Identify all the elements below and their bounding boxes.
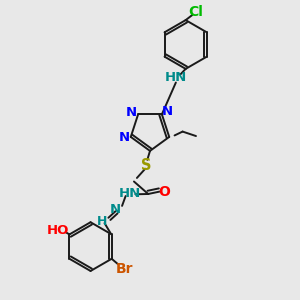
Text: HN: HN xyxy=(165,71,187,84)
Text: H: H xyxy=(97,215,108,228)
Text: HN: HN xyxy=(118,188,141,200)
Text: Br: Br xyxy=(116,262,133,276)
Text: Cl: Cl xyxy=(189,5,203,19)
Text: O: O xyxy=(158,184,170,199)
Text: S: S xyxy=(141,158,152,173)
Text: N: N xyxy=(119,131,130,144)
Text: HO: HO xyxy=(46,224,69,237)
Text: N: N xyxy=(110,203,121,216)
Text: N: N xyxy=(162,106,173,118)
Text: N: N xyxy=(126,106,137,119)
